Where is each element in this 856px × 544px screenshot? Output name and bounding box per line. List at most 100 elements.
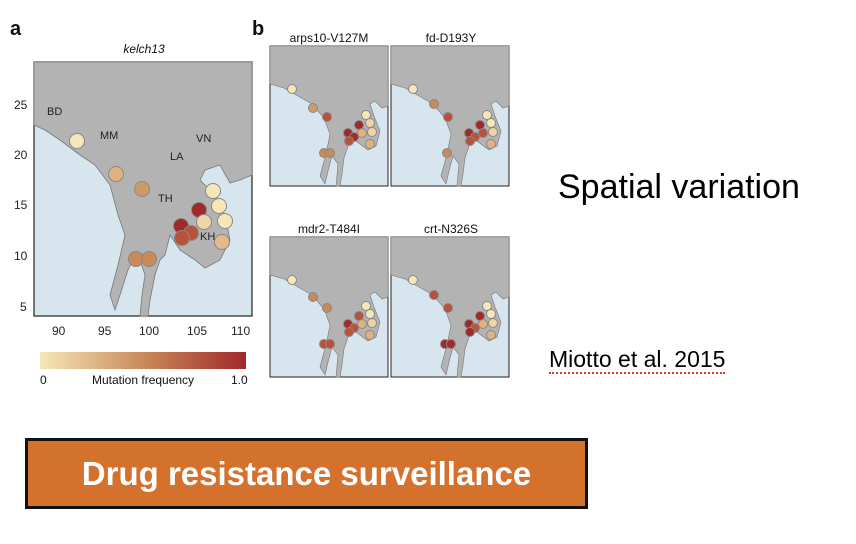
region-label: VN xyxy=(196,133,211,145)
sample-point xyxy=(470,323,480,333)
y-tick: 15 xyxy=(14,198,28,212)
sample-point xyxy=(319,148,329,158)
sample-point xyxy=(349,132,359,142)
sample-point xyxy=(478,128,488,138)
colorbar xyxy=(40,352,246,369)
small-map-2 xyxy=(390,45,510,187)
sample-point xyxy=(205,183,221,199)
sample-point xyxy=(325,148,335,158)
sample-point xyxy=(287,84,297,94)
sample-point xyxy=(108,166,124,182)
x-tick: 90 xyxy=(52,324,66,338)
sample-point xyxy=(211,198,227,214)
sample-point xyxy=(408,84,418,94)
sample-point xyxy=(429,99,439,109)
sample-point xyxy=(488,318,498,328)
sample-point xyxy=(443,303,453,313)
sample-point xyxy=(470,132,480,142)
panel-a-title: kelch13 xyxy=(123,42,165,56)
small-map-title: arps10-V127M xyxy=(289,31,369,45)
sample-point xyxy=(354,311,364,321)
sample-point xyxy=(287,275,297,285)
sample-point xyxy=(325,339,335,349)
sample-point xyxy=(217,213,233,229)
x-tick: 105 xyxy=(187,324,207,338)
sample-point xyxy=(141,251,157,267)
colorbar-min-label: 0 xyxy=(40,373,47,387)
sample-point xyxy=(357,319,367,329)
panel-b-label: b xyxy=(252,18,265,40)
sample-point xyxy=(361,301,371,311)
region-label: KH xyxy=(200,231,215,243)
sample-point xyxy=(464,319,474,329)
sample-point xyxy=(343,319,353,329)
sample-point xyxy=(319,339,329,349)
banner: Drug resistance surveillance xyxy=(25,438,588,509)
small-map-1 xyxy=(269,45,389,187)
sample-point xyxy=(354,120,364,130)
sample-point xyxy=(214,234,230,250)
y-tick: 20 xyxy=(14,148,28,162)
sample-point xyxy=(482,301,492,311)
sample-point xyxy=(440,339,450,349)
sample-point xyxy=(308,103,318,113)
region-label: LA xyxy=(170,151,184,163)
sample-point xyxy=(361,110,371,120)
sample-point xyxy=(343,128,353,138)
sample-point xyxy=(446,339,456,349)
sample-point xyxy=(486,139,496,149)
sample-point xyxy=(367,318,377,328)
citation: Miotto et al. 2015 xyxy=(549,346,726,374)
sample-point xyxy=(478,319,488,329)
sample-point xyxy=(365,118,375,128)
sample-point xyxy=(344,136,354,146)
headline: Spatial variation xyxy=(558,168,800,206)
sample-point xyxy=(464,128,474,138)
sample-point xyxy=(365,330,375,340)
sample-point xyxy=(322,303,332,313)
sample-point xyxy=(408,275,418,285)
region-label: MM xyxy=(100,130,118,142)
sample-point xyxy=(174,230,190,246)
colorbar-max-label: 1.0 xyxy=(231,373,248,387)
citation-text: Miotto et al. 2015 xyxy=(549,346,726,374)
sample-point xyxy=(486,118,496,128)
sample-point xyxy=(365,139,375,149)
region-label: TH xyxy=(158,193,173,205)
sample-point xyxy=(486,309,496,319)
sample-point xyxy=(357,128,367,138)
small-map-title: mdr2-T484I xyxy=(297,222,361,236)
sample-point xyxy=(367,127,377,137)
sample-point xyxy=(465,136,475,146)
small-map-4 xyxy=(390,236,510,378)
x-tick: 95 xyxy=(98,324,112,338)
x-tick: 100 xyxy=(139,324,159,338)
sample-point xyxy=(475,120,485,130)
sample-point xyxy=(308,292,318,302)
sample-point xyxy=(365,309,375,319)
y-tick: 10 xyxy=(14,249,28,263)
sample-point xyxy=(475,311,485,321)
sample-point xyxy=(429,290,439,300)
sample-point xyxy=(443,112,453,122)
banner-text: Drug resistance surveillance xyxy=(81,454,532,492)
main-map: 25 20 15 10 5 90 95 100 105 110 BD MM LA… xyxy=(14,61,253,338)
small-map-3 xyxy=(269,236,389,378)
sample-point xyxy=(488,127,498,137)
small-map-title: crt-N326S xyxy=(423,222,479,236)
x-tick: 110 xyxy=(231,324,250,338)
sample-point xyxy=(486,330,496,340)
y-tick: 5 xyxy=(20,300,27,314)
sample-point xyxy=(442,148,452,158)
small-map-title: fd-D193Y xyxy=(425,31,477,45)
sample-point xyxy=(482,110,492,120)
sample-point xyxy=(349,323,359,333)
sample-point xyxy=(465,327,475,337)
panel-a-label: a xyxy=(10,18,22,40)
sample-point xyxy=(322,112,332,122)
sample-point xyxy=(196,214,212,230)
y-tick: 25 xyxy=(14,98,28,112)
region-label: BD xyxy=(47,106,62,118)
sample-point xyxy=(134,181,150,197)
sample-point xyxy=(69,133,85,149)
